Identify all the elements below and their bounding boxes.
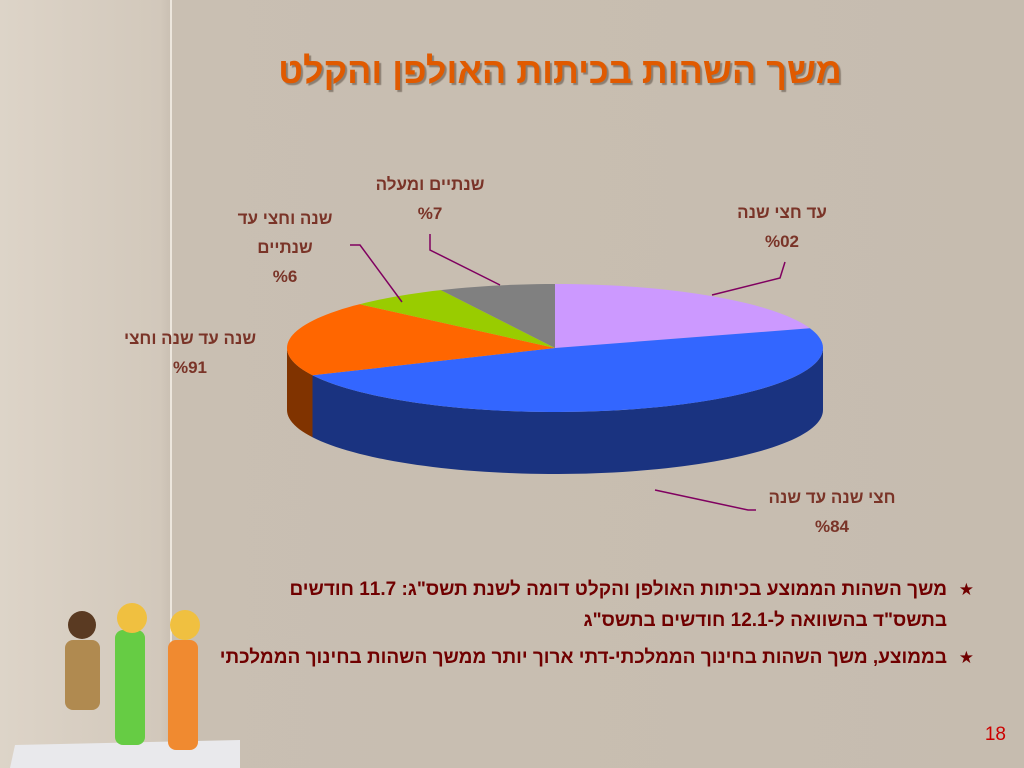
slice-label: שנתיים ומעלה %7 (350, 170, 510, 228)
slice (287, 304, 555, 376)
value-label: %7 (417, 204, 443, 223)
value-label: %91 (172, 358, 208, 377)
kid (115, 630, 145, 745)
category-label: שנתיים ומעלה (375, 175, 485, 194)
leader-line (350, 244, 403, 303)
side-strip (170, 0, 172, 768)
slice-label: שנה וחצי עד שנתיים %6 (220, 204, 350, 291)
kid (168, 640, 198, 750)
value-label: %84 (814, 517, 850, 536)
slice-side (287, 348, 313, 438)
slice (555, 284, 810, 348)
bullets: ★ משך השהות הממוצע בכיתות האולפן והקלט דו… (214, 574, 974, 679)
category-label: שנה עד שנה וחצי (123, 329, 257, 348)
bullet-star: ★ (958, 580, 974, 599)
kid-head (68, 611, 96, 639)
slide-title: משך השהות בכיתות האולפן והקלט (278, 50, 842, 91)
kids-illustration (10, 603, 240, 768)
value-label: %6 (272, 267, 298, 286)
slice (359, 290, 555, 348)
bullet-star: ★ (958, 648, 974, 667)
bullet-text: בממוצע, משך השהות בחינוך הממלכתי-דתי ארו… (219, 647, 947, 668)
kid (65, 640, 100, 710)
kid-head (170, 610, 200, 640)
slice-side (312, 348, 823, 474)
page-number: 18 (984, 724, 1006, 745)
slice-label: שנה עד שנה וחצי %91 (95, 324, 285, 382)
leader-line (654, 489, 756, 511)
category-label: חצי שנה עד שנה (768, 488, 896, 507)
leader-line (711, 261, 786, 296)
slice-label: חצי שנה עד שנה %84 (742, 483, 922, 541)
kid-head (117, 603, 147, 633)
bullet-text: משך השהות הממוצע בכיתות האולפן והקלט דומ… (289, 579, 948, 631)
bullet: ★ משך השהות הממוצע בכיתות האולפן והקלט דו… (214, 574, 975, 636)
bullet: ★ בממוצע, משך השהות בחינוך הממלכתי-דתי אר… (214, 642, 974, 673)
slice (312, 328, 823, 412)
leader-line (429, 234, 501, 286)
leader-lines (350, 234, 786, 511)
slice-label: עד חצי שנה %02 (702, 198, 862, 256)
value-label: %02 (764, 232, 800, 251)
category-label: עד חצי שנה (737, 203, 827, 222)
pie (287, 284, 823, 474)
slice (440, 284, 555, 348)
category-label: שנה וחצי עד שנתיים (237, 209, 333, 257)
